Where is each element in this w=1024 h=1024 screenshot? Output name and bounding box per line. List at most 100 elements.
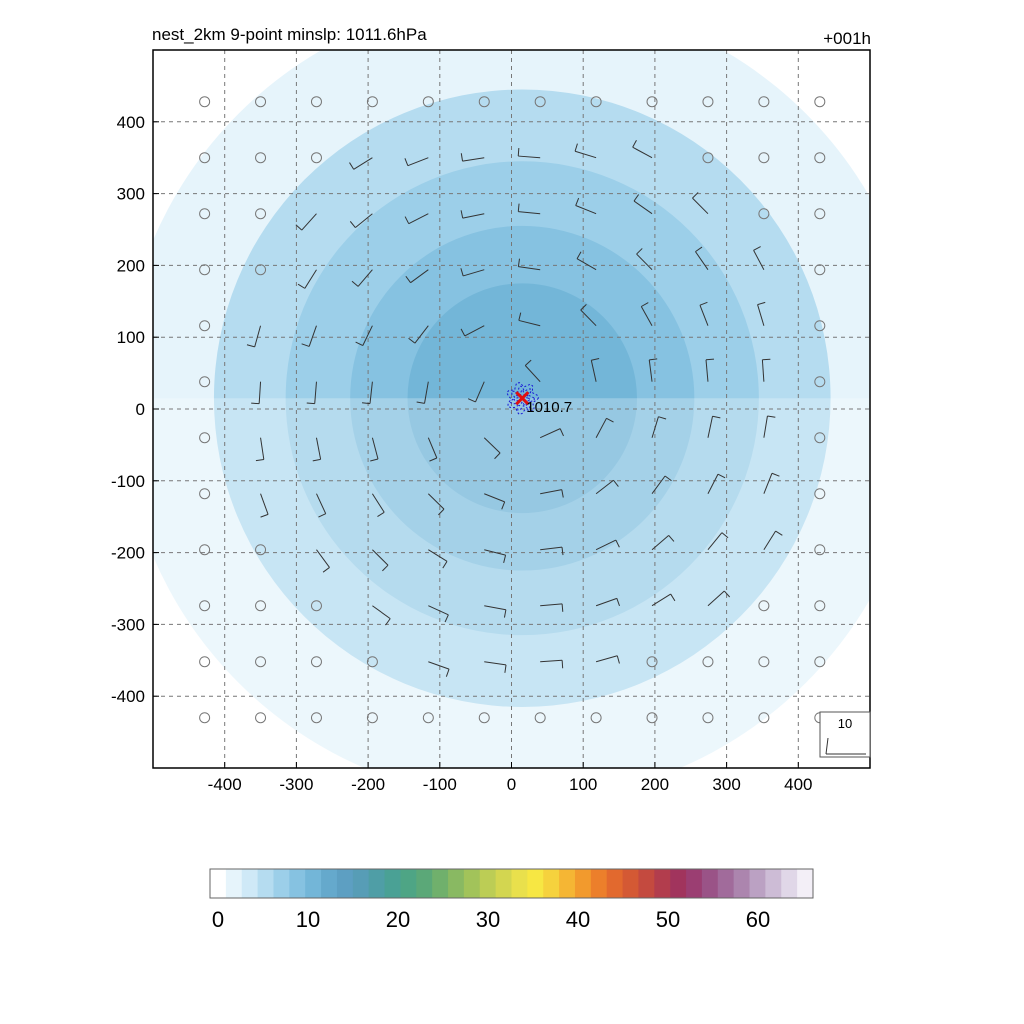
barb-shaft-6-10 [540, 659, 563, 663]
barb-shaft-10-5 [761, 359, 765, 382]
calm-circle-1-10 [255, 656, 267, 668]
calm-circle-11-9 [814, 600, 826, 612]
wind-barbs [199, 96, 826, 724]
colorbar-swatch-25 [606, 869, 624, 898]
barb-legend-box [819, 711, 871, 758]
colorbar-swatch-3 [257, 869, 274, 898]
calm-circle-11-3 [814, 264, 826, 276]
y-tick-label-200: 200 [117, 256, 145, 275]
calm-circle-2-10 [310, 656, 322, 668]
colorbar-tick-40: 40 [566, 907, 590, 932]
barb-flag-3-9 [385, 618, 391, 626]
barb-shaft-5-10 [484, 661, 507, 666]
colorbar-swatch-30 [686, 869, 703, 898]
colorbar-tick-0: 0 [212, 907, 224, 932]
calm-circle-7-11 [590, 712, 602, 724]
calm-circle-3-11 [366, 712, 378, 724]
colorbar-swatch-1 [225, 869, 243, 898]
barb-shaft-6-5 [524, 365, 541, 383]
y-tick-label-300: 300 [117, 185, 145, 204]
calm-circle-1-3 [255, 264, 267, 276]
colorbar-swatch-34 [749, 869, 766, 898]
barb-legend-flag [825, 737, 829, 755]
barb-flag-7-4 [580, 304, 587, 311]
calm-circle-1-9 [255, 600, 267, 612]
barb-shaft-4-7 [427, 493, 445, 510]
barb-shaft-4-5 [424, 381, 429, 404]
barb-shaft-8-5 [648, 359, 653, 382]
barb-flag-9-2 [692, 192, 699, 199]
barb-flag-7-7 [613, 479, 619, 487]
colorbar-swatch-22 [559, 869, 576, 898]
barb-shaft-9-8 [707, 532, 723, 551]
barb-shaft-8-7 [651, 475, 666, 495]
barb-flag-9-9 [723, 590, 731, 598]
colorbar-swatch-7 [321, 869, 338, 898]
barb-flag-7-2 [575, 197, 580, 206]
barb-flag-5-10 [504, 664, 507, 673]
colorbar-swatch-29 [670, 869, 687, 898]
barb-shaft-2-6 [315, 437, 322, 460]
barb-flag-2-4 [301, 343, 310, 347]
barb-flag-1-6 [255, 458, 264, 462]
barb-flag-2-6 [312, 458, 321, 462]
colorbar-swatch-0 [210, 869, 227, 898]
y-tick-label-400: 400 [117, 113, 145, 132]
colorbar-swatch-12 [400, 869, 417, 898]
barb-shaft-6-8 [540, 546, 563, 551]
barb-flag-5-1 [460, 153, 464, 162]
calm-circle-0-11 [199, 712, 211, 724]
colorbar-swatch-6 [305, 869, 322, 898]
colorbar-swatch-11 [384, 869, 401, 898]
barb-shaft-8-2 [633, 200, 653, 215]
barb-shaft-7-9 [595, 597, 617, 607]
barb-shaft-8-3 [636, 253, 653, 271]
barb-flag-6-2 [517, 203, 520, 212]
colorbar [209, 868, 814, 899]
barb-flag-9-8 [721, 532, 729, 539]
barb-flag-2-5 [306, 402, 315, 405]
barb-flag-5-6 [494, 452, 501, 460]
barb-shaft-5-6 [483, 437, 501, 454]
calm-circle-0-2 [199, 208, 211, 220]
calm-circle-0-1 [199, 152, 211, 164]
barb-flag-3-5 [361, 402, 371, 405]
barb-flag-2-7 [318, 513, 326, 518]
calm-circle-2-11 [310, 712, 322, 724]
time-label: +001h [823, 29, 871, 48]
barb-legend: 10 [819, 711, 871, 758]
barb-flag-5-5 [467, 398, 476, 403]
barb-shaft-4-4 [414, 325, 429, 344]
colorbar-swatch-27 [638, 869, 655, 898]
barb-flag-9-3 [695, 246, 703, 253]
colorbar-swatch-2 [241, 869, 259, 898]
barb-flag-4-9 [444, 614, 449, 623]
barb-shaft-7-1 [574, 150, 597, 159]
colorbar-tick-20: 20 [386, 907, 410, 932]
barb-flag-7-5 [591, 358, 600, 361]
barb-flag-6-10 [561, 660, 564, 669]
barb-flag-5-7 [501, 501, 506, 510]
barb-shaft-4-2 [408, 213, 429, 225]
barb-shaft-1-4 [254, 325, 262, 348]
calm-circle-9-10 [702, 656, 714, 668]
barb-shaft-2-8 [316, 549, 330, 568]
barb-shaft-7-6 [595, 418, 607, 438]
barb-flag-5-9 [503, 609, 507, 618]
calm-circle-10-1 [758, 152, 770, 164]
barb-flag-8-3 [636, 248, 643, 255]
barb-flag-7-6 [606, 417, 614, 423]
barb-flag-9-5 [705, 358, 715, 361]
chart-title: nest_2km 9-point minslp: 1011.6hPa [152, 25, 427, 44]
barb-flag-7-10 [616, 655, 620, 664]
barb-flag-10-4 [757, 301, 766, 306]
barb-shaft-5-5 [475, 381, 485, 403]
colorbar-ticks: 0 10 20 30 40 50 60 [212, 907, 770, 932]
calm-circle-1-0 [255, 96, 267, 108]
barb-shaft-7-7 [595, 479, 614, 495]
barb-flag-8-9 [670, 593, 676, 602]
barb-shaft-7-8 [595, 539, 617, 551]
barb-shaft-8-4 [640, 306, 653, 326]
barb-flag-6-3 [517, 258, 520, 267]
